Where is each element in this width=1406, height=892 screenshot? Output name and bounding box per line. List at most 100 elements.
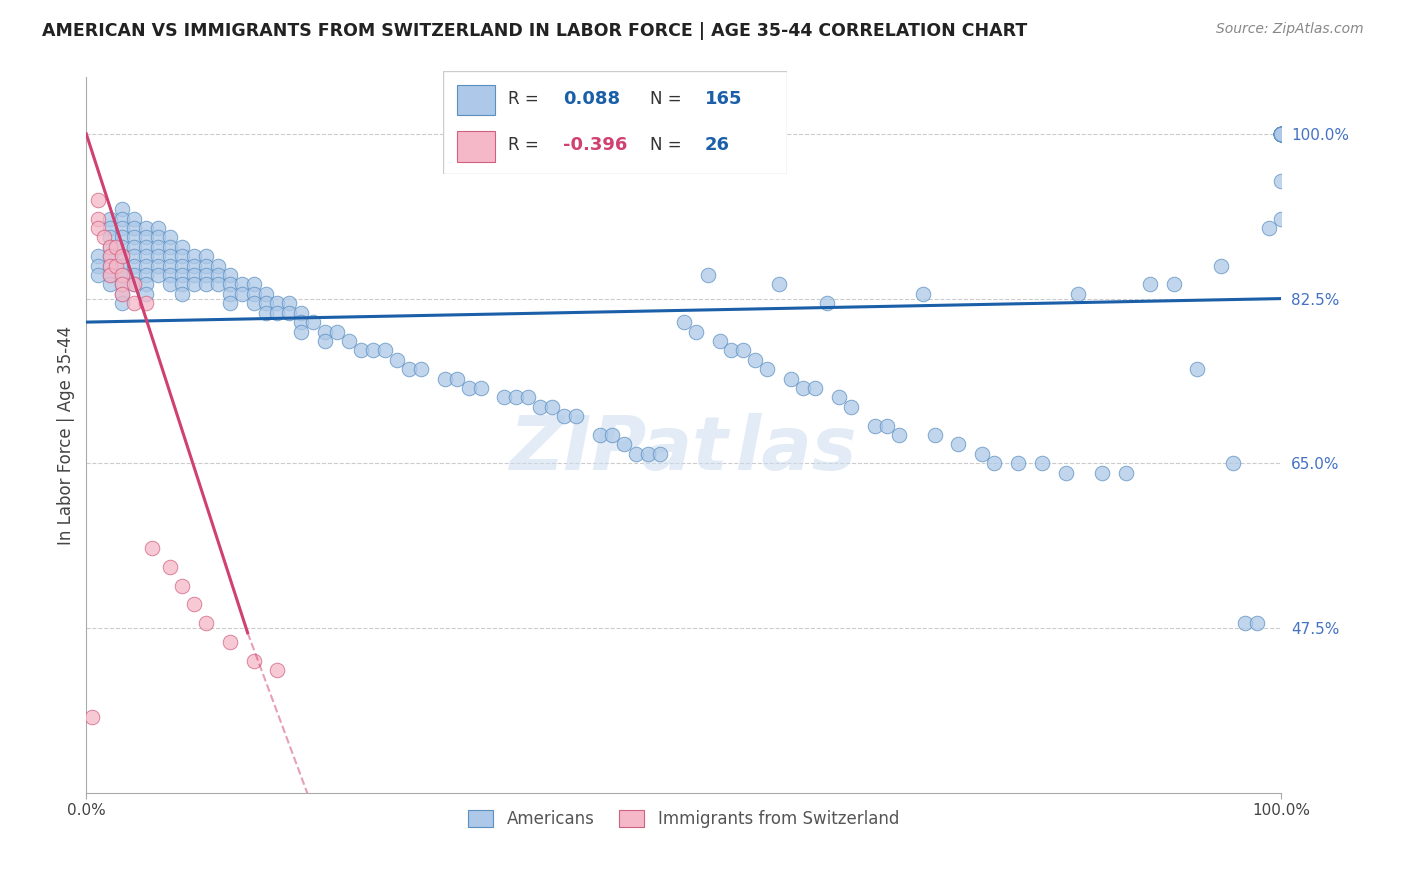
Point (122, 221, 145, 235)
Point (314, 334, 336, 348)
Point (242, 654, 264, 668)
Point (242, 277, 264, 292)
Point (1054, 466, 1077, 480)
Point (613, 437, 636, 451)
Point (111, 202, 134, 217)
Y-axis label: In Labor Force | Age 35-44: In Labor Force | Age 35-44 (58, 326, 75, 545)
Point (887, 428, 910, 442)
Point (170, 277, 193, 292)
Point (1270, 127, 1292, 141)
Point (541, 400, 564, 414)
Point (146, 249, 169, 263)
Point (1270, 127, 1292, 141)
Point (1270, 211, 1292, 226)
Point (457, 381, 479, 395)
Point (266, 663, 288, 677)
Point (194, 268, 217, 282)
Point (600, 428, 623, 442)
Point (170, 240, 193, 254)
Point (111, 296, 134, 310)
Point (135, 268, 157, 282)
Point (111, 268, 134, 282)
Point (218, 286, 240, 301)
Point (1270, 127, 1292, 141)
Point (122, 211, 145, 226)
Point (194, 277, 217, 292)
Point (218, 296, 240, 310)
Point (302, 315, 325, 329)
Point (159, 277, 181, 292)
Point (122, 230, 145, 244)
Point (266, 306, 288, 320)
Point (254, 286, 277, 301)
Point (1246, 616, 1268, 631)
Point (98, 277, 121, 292)
Point (98, 249, 121, 263)
Point (733, 343, 755, 358)
Point (98, 221, 121, 235)
Point (111, 268, 134, 282)
Point (159, 249, 181, 263)
Point (505, 391, 527, 405)
Point (146, 221, 169, 235)
Point (135, 240, 157, 254)
Point (159, 559, 181, 574)
Point (135, 296, 157, 310)
Point (87, 221, 110, 235)
Point (948, 437, 970, 451)
Point (183, 277, 205, 292)
Point (111, 249, 134, 263)
Point (105, 240, 128, 254)
Point (1270, 127, 1292, 141)
Point (768, 277, 790, 292)
Point (1270, 127, 1292, 141)
Point (122, 296, 145, 310)
Point (87, 193, 110, 207)
Point (111, 277, 134, 292)
Point (170, 249, 193, 263)
Point (792, 381, 814, 395)
Text: AMERICAN VS IMMIGRANTS FROM SWITZERLAND IN LABOR FORCE | AGE 35-44 CORRELATION C: AMERICAN VS IMMIGRANTS FROM SWITZERLAND … (42, 22, 1028, 40)
Point (87, 211, 110, 226)
Point (744, 352, 766, 367)
FancyBboxPatch shape (457, 131, 495, 161)
Text: R =: R = (509, 90, 538, 108)
Point (350, 343, 373, 358)
Point (122, 240, 145, 254)
Point (135, 277, 157, 292)
Point (361, 343, 384, 358)
Text: N =: N = (650, 136, 681, 154)
Point (1270, 127, 1292, 141)
Point (983, 456, 1005, 470)
Point (87, 268, 110, 282)
Point (529, 400, 551, 414)
Point (254, 306, 277, 320)
Point (111, 259, 134, 273)
Point (218, 635, 240, 649)
Point (98, 259, 121, 273)
Point (98, 268, 121, 282)
Point (122, 277, 145, 292)
Point (159, 259, 181, 273)
Point (1270, 127, 1292, 141)
Point (565, 409, 588, 424)
Point (326, 325, 349, 339)
Point (146, 268, 169, 282)
Point (804, 381, 827, 395)
Point (696, 268, 718, 282)
Point (98, 259, 121, 273)
Text: 165: 165 (704, 90, 742, 108)
Point (98, 268, 121, 282)
Point (183, 598, 205, 612)
Point (159, 230, 181, 244)
Point (409, 362, 432, 376)
Point (98, 249, 121, 263)
Point (648, 447, 671, 461)
Point (159, 240, 181, 254)
Text: 26: 26 (704, 136, 730, 154)
Point (924, 428, 946, 442)
Point (98, 240, 121, 254)
Point (266, 296, 288, 310)
Point (290, 315, 312, 329)
Point (82, 710, 104, 724)
